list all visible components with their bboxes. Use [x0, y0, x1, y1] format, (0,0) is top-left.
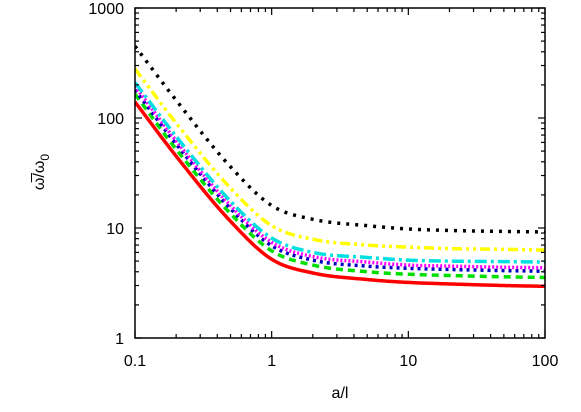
- plot-border: [134, 7, 546, 339]
- axis-ticks: [134, 7, 546, 339]
- x-tick-label: 0.1: [124, 353, 146, 370]
- series-line-2: [135, 93, 545, 280]
- y-axis-label-main: ω̅/ω: [30, 161, 48, 190]
- y-tick-label: 1000: [88, 1, 124, 18]
- series-layer: [135, 45, 545, 289]
- y-axis-label-subscript: 0: [38, 154, 52, 161]
- x-tick-label: 10: [399, 353, 417, 370]
- series-line-7: [135, 45, 545, 234]
- series-line-1: [135, 100, 545, 289]
- x-tick-label: 100: [532, 353, 559, 370]
- series-line-5: [135, 81, 545, 264]
- y-axis-label: ω̅/ω0: [30, 154, 52, 190]
- x-tick-label: 1: [267, 353, 276, 370]
- plot-frame: [134, 7, 546, 339]
- y-tick-label: 10: [106, 221, 124, 238]
- series-line-4: [135, 85, 545, 270]
- y-tick-label: 1: [115, 331, 124, 348]
- y-tick-label: 100: [97, 111, 124, 128]
- x-axis-label: a/l: [332, 385, 349, 402]
